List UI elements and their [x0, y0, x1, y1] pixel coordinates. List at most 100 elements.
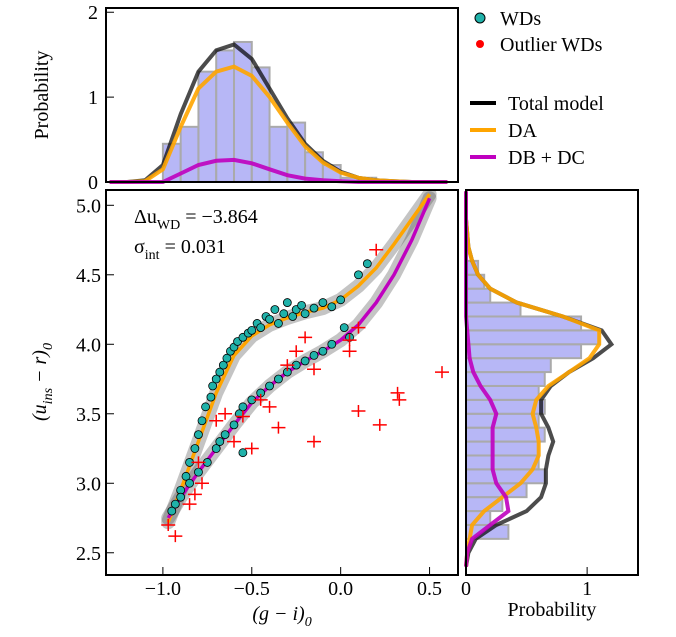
- outlier-point: [262, 400, 277, 413]
- wd-point: [215, 367, 225, 377]
- legend-label: WDs: [500, 8, 541, 30]
- x-axis-label-part: 0: [305, 615, 312, 630]
- wd-point: [208, 381, 218, 391]
- histogram-bar: [465, 343, 583, 360]
- annotation-part: = 0.031: [160, 236, 226, 258]
- wd-point: [190, 444, 200, 453]
- outlier-point: [227, 435, 241, 448]
- wd-point: [288, 312, 298, 321]
- y-tick-label: 3.0: [76, 473, 101, 495]
- legend-marker: [476, 40, 484, 48]
- wd-point: [318, 298, 328, 307]
- wd-point: [300, 309, 310, 319]
- annotation-part: = −3.864: [180, 206, 258, 228]
- wd-point: [279, 309, 289, 319]
- wd-point: [201, 402, 210, 412]
- x-tick-label: −1.0: [145, 578, 181, 600]
- wd-point: [354, 270, 363, 280]
- wd-point: [265, 314, 274, 324]
- model-curve: [464, 191, 602, 567]
- histogram-bar: [465, 357, 552, 374]
- outlier-point: [342, 345, 357, 358]
- outlier-point: [342, 334, 357, 347]
- wd-point: [300, 356, 310, 366]
- y-axis-label-part: − r): [29, 350, 51, 388]
- wd-point: [181, 471, 191, 481]
- x-axis-label: Probability: [508, 599, 597, 621]
- wd-point: [211, 374, 221, 384]
- x-axis-label: (g − i)0: [252, 603, 311, 630]
- annotation: ΔuWD = −3.864: [134, 206, 258, 233]
- outlier-point: [280, 359, 295, 372]
- wd-point: [309, 303, 319, 313]
- outlier-point: [182, 498, 197, 511]
- y-axis-label-part: 0: [41, 343, 56, 350]
- wd-point: [220, 430, 230, 440]
- wd-point: [197, 416, 207, 426]
- outlier-point: [253, 393, 268, 406]
- wd-point: [327, 302, 337, 312]
- outlier-point: [390, 386, 405, 399]
- wd-point: [339, 323, 349, 332]
- y-axis-label-part: ins: [41, 387, 56, 404]
- outlier-point: [187, 488, 202, 501]
- y-tick-label: 2: [88, 2, 98, 24]
- wd-point: [362, 259, 372, 269]
- outlier-point: [351, 404, 366, 417]
- wd-point: [238, 402, 248, 412]
- outlier-point: [435, 366, 449, 379]
- histogram-bar: [465, 412, 540, 429]
- outlier-point: [271, 421, 286, 434]
- histogram-bar: [465, 440, 540, 457]
- wd-point: [185, 478, 194, 488]
- histogram-bar: [465, 454, 540, 471]
- histogram-bar: [465, 384, 540, 401]
- wd-point: [336, 295, 346, 305]
- wd-point: [274, 319, 283, 328]
- x-tick-label: 0.0: [328, 578, 353, 600]
- outlier-point: [289, 345, 304, 358]
- outlier-point: [244, 442, 259, 455]
- x-tick-label: 0: [461, 578, 471, 600]
- wd-point: [297, 300, 306, 310]
- frame: [105, 7, 459, 183]
- wd-point: [318, 346, 328, 356]
- annotation: σint = 0.031: [134, 236, 226, 263]
- annotation-part: WD: [157, 218, 180, 233]
- annotation-part: Δu: [134, 206, 157, 228]
- histogram-bar: [465, 426, 546, 443]
- outlier-point: [351, 321, 366, 334]
- y-tick-label: 4.0: [76, 334, 101, 356]
- y-tick-label: 2.5: [76, 543, 101, 565]
- x-tick-label: 0.5: [417, 578, 442, 600]
- outlier-point: [392, 393, 407, 406]
- wd-point: [194, 430, 203, 440]
- wd-point: [238, 448, 248, 458]
- outlier-point: [161, 518, 176, 531]
- frame: [465, 189, 639, 576]
- y-axis-label-part: (u: [29, 404, 51, 421]
- wd-point: [176, 492, 186, 502]
- outlier-point: [209, 414, 224, 427]
- wd-point: [282, 298, 292, 307]
- outlier-point: [168, 530, 183, 543]
- wd-point: [256, 323, 266, 332]
- legend-label: DA: [508, 120, 537, 142]
- outlier-point: [235, 410, 250, 423]
- wd-point: [167, 506, 177, 516]
- y-tick-label: 0: [88, 172, 98, 194]
- y-axis-label: Probability: [31, 51, 53, 140]
- plot-area: [161, 190, 449, 543]
- y-tick-label: 1: [88, 87, 98, 109]
- wd-point: [170, 499, 180, 509]
- y-tick-label: 3.5: [76, 404, 101, 426]
- wd-point: [194, 467, 203, 477]
- legend-label: DB + DC: [508, 147, 585, 169]
- frame: [105, 189, 459, 576]
- wd-point: [222, 353, 232, 363]
- x-axis-label-part: (g − i): [252, 603, 305, 625]
- wd-point: [218, 360, 228, 370]
- wd-point: [215, 437, 225, 446]
- wd-point: [247, 325, 257, 335]
- histogram-bar: [465, 301, 522, 318]
